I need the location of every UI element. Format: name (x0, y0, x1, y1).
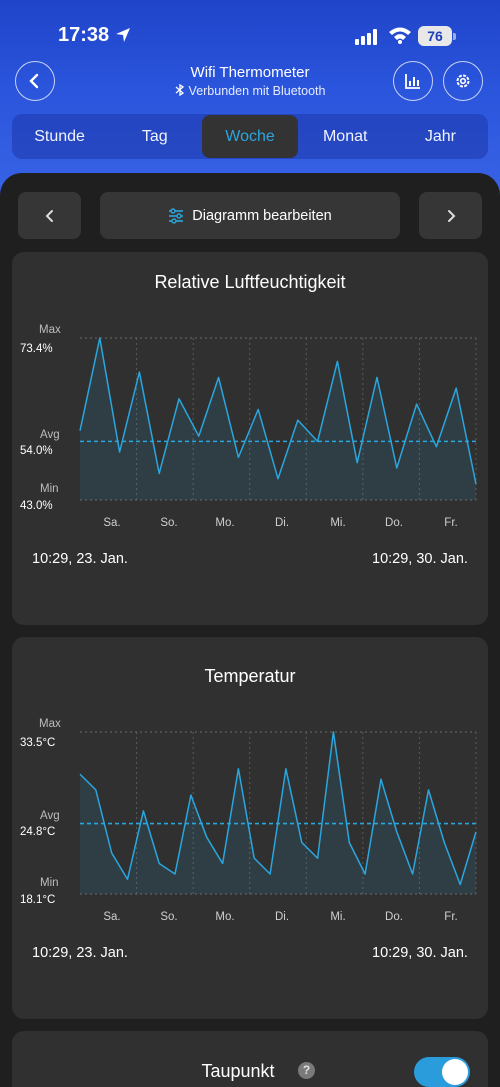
temperature-range-end: 10:29, 30. Jan. (372, 945, 468, 961)
connection-status: Verbunden mit Bluetooth (0, 83, 500, 98)
period-tabs: Stunde Tag Woche Monat Jahr (12, 114, 488, 159)
chevron-left-icon (45, 209, 53, 222)
dewpoint-title: Taupunkt (201, 1061, 275, 1081)
chart-navigation: Diagramm bearbeiten (18, 192, 482, 239)
temperature-avg-value: 24.8°C (20, 826, 56, 838)
day-label: Fr. (444, 517, 458, 529)
temperature-min-value: 18.1°C (20, 894, 56, 906)
day-label: Di. (274, 517, 290, 529)
status-bar: 17:38 76 (0, 22, 500, 52)
settings-button[interactable] (443, 61, 483, 101)
series-line (79, 337, 477, 485)
chart-button[interactable] (393, 61, 433, 101)
humidity-day-axis: Sa. So. Mo. Di. Mi. Do. Fr. (84, 517, 476, 533)
location-arrow-icon (114, 26, 132, 49)
connection-status-text: Verbunden mit Bluetooth (188, 84, 326, 98)
gear-icon (456, 74, 470, 88)
series-area (80, 732, 476, 894)
humidity-range-end: 10:29, 30. Jan. (372, 551, 468, 567)
humidity-title: Relative Luftfeuchtigkeit (154, 272, 346, 292)
day-label: Sa. (103, 911, 121, 923)
temperature-avg-label: Avg (40, 810, 60, 822)
day-label: Mo. (215, 517, 235, 529)
day-label: So. (160, 911, 178, 923)
status-time: 17:38 (58, 24, 110, 46)
day-label: So. (160, 517, 178, 529)
tab-tag[interactable]: Tag (141, 127, 168, 145)
wifi-icon (388, 26, 412, 49)
toggle-knob (442, 1059, 468, 1085)
day-label: Sa. (103, 517, 121, 529)
chevron-left-icon (29, 73, 39, 89)
day-label: Do. (385, 517, 403, 529)
humidity-max-value: 73.4% (20, 343, 53, 355)
temperature-range-start: 10:29, 23. Jan. (32, 945, 128, 961)
temperature-max-label: Max (39, 718, 61, 730)
humidity-avg-label: Avg (40, 429, 60, 441)
back-button[interactable] (15, 61, 55, 101)
temperature-chart (79, 731, 477, 895)
battery-indicator: 76 (418, 26, 452, 46)
series-area (80, 338, 476, 500)
bar-chart-icon (405, 74, 420, 89)
humidity-max-label: Max (39, 324, 61, 336)
cellular-signal-icon (355, 29, 379, 50)
dewpoint-card (12, 1031, 488, 1087)
humidity-avg-value: 54.0% (20, 445, 53, 457)
dewpoint-toggle[interactable] (414, 1057, 470, 1087)
tab-monat[interactable]: Monat (322, 127, 368, 145)
temperature-min-label: Min (40, 877, 59, 889)
humidity-min-label: Min (40, 483, 59, 495)
next-period-button[interactable] (419, 192, 482, 239)
help-icon[interactable]: ? (298, 1062, 315, 1079)
day-label: Mi. (330, 911, 346, 923)
page-title: Wifi Thermometer (190, 64, 310, 81)
day-label: Mi. (330, 517, 346, 529)
series-line (79, 731, 477, 886)
humidity-range-start: 10:29, 23. Jan. (32, 551, 128, 567)
tab-woche[interactable]: Woche (202, 115, 298, 158)
temperature-day-axis: Sa. So. Mo. Di. Mi. Do. Fr. (84, 911, 476, 927)
day-label: Do. (385, 911, 403, 923)
app-header: 17:38 76 Wifi Thermometer Verbunden mit … (0, 0, 500, 200)
temperature-title: Temperatur (204, 666, 296, 686)
temperature-max-value: 33.5°C (20, 737, 56, 749)
chevron-right-icon (447, 209, 455, 222)
tab-jahr[interactable]: Jahr (424, 127, 456, 145)
day-label: Mo. (215, 911, 235, 923)
battery-tip (453, 33, 456, 40)
bluetooth-icon (175, 83, 184, 97)
tab-stunde[interactable]: Stunde (34, 127, 85, 145)
humidity-chart (79, 337, 477, 501)
previous-period-button[interactable] (18, 192, 81, 239)
humidity-min-value: 43.0% (20, 500, 53, 512)
sliders-icon (169, 207, 184, 224)
edit-chart-label: Diagramm bearbeiten (192, 207, 332, 224)
day-label: Fr. (444, 911, 458, 923)
edit-chart-button[interactable]: Diagramm bearbeiten (100, 192, 400, 239)
day-label: Di. (274, 911, 290, 923)
